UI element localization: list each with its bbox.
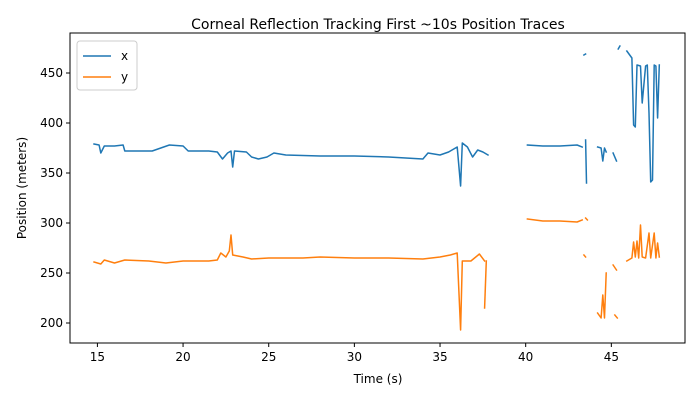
x-tick-label: 40	[518, 350, 533, 364]
series-x-line-segment-1	[93, 142, 490, 187]
legend: xy	[76, 40, 138, 91]
series-x-line-segment-3	[582, 52, 587, 57]
axes-frame	[69, 32, 686, 344]
series-x-line-segment-6	[612, 152, 618, 162]
y-tick-label: 400	[40, 116, 63, 130]
x-tick-label: 20	[175, 350, 190, 364]
x-tick-label: 35	[432, 350, 447, 364]
legend-label-y: y	[121, 70, 128, 84]
plot-area	[93, 44, 661, 331]
series-x-line-segment-8	[625, 49, 661, 183]
chart-title: Corneal Reflection Tracking First ~10s P…	[191, 17, 565, 33]
y-tick-label: 250	[40, 266, 63, 280]
x-tick-label: 45	[604, 350, 619, 364]
x-tick-label: 15	[90, 350, 105, 364]
series-y-line-segment-6	[596, 272, 607, 319]
legend-label-x: x	[121, 49, 128, 63]
series-y-line-segment-7	[612, 263, 618, 272]
series-x-line-segment-2	[526, 144, 584, 148]
y-tick-label: 200	[40, 316, 63, 330]
x-tick-label: 30	[347, 350, 362, 364]
series-y-line-segment-9	[625, 224, 661, 263]
series-x-line-segment-5	[596, 146, 608, 162]
y-axis-label: Position (meters)	[15, 137, 29, 239]
series-y-line-segment-8	[613, 313, 619, 320]
series-x-line-segment-7	[617, 44, 621, 51]
x-axis: 15 20 25 30 35 40 45	[90, 343, 619, 364]
series-y-line-segment-4	[582, 253, 587, 259]
x-axis-label: Time (s)	[353, 372, 403, 386]
series-y-line-segment-3	[526, 218, 584, 223]
series-y-line-segment-1	[93, 234, 486, 331]
series-x-line-segment-4	[584, 139, 588, 184]
y-tick-label: 450	[40, 66, 63, 80]
x-tick-label: 25	[261, 350, 276, 364]
y-tick-label: 350	[40, 166, 63, 180]
series-y-line-segment-5	[584, 216, 589, 222]
y-tick-label: 300	[40, 216, 63, 230]
y-axis: 200 250 300 350 400 450	[40, 66, 70, 330]
series-y-line-segment-2	[483, 260, 488, 309]
